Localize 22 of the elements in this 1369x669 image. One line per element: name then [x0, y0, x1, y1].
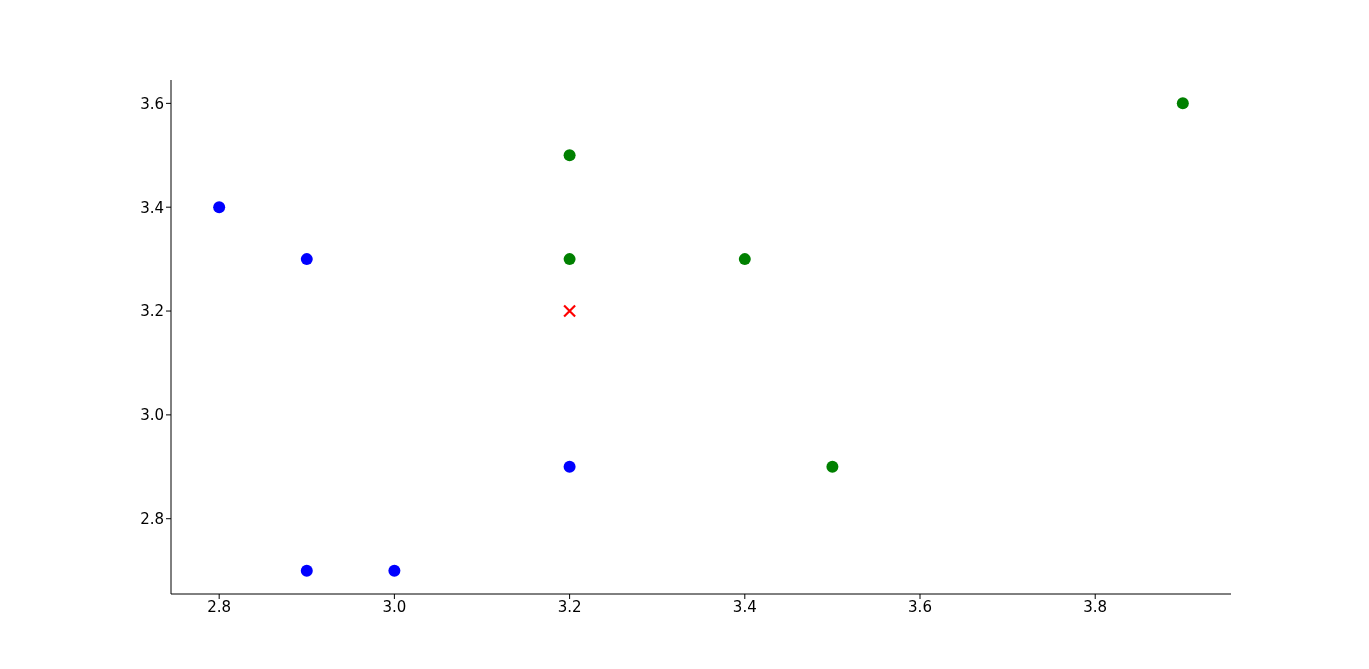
point [826, 460, 839, 473]
y-tick-label: 3.2 [140, 302, 164, 321]
y-tick-label: 3.4 [140, 198, 164, 217]
point [300, 253, 313, 266]
point [388, 564, 401, 577]
point [300, 564, 313, 577]
point [563, 253, 576, 266]
y-tick-label: 3.6 [140, 94, 164, 113]
x-tick-label: 3.0 [382, 597, 407, 616]
point [563, 304, 577, 318]
point [563, 460, 576, 473]
x-tick-label: 3.2 [557, 597, 582, 616]
x-tick-label: 3.4 [732, 597, 757, 616]
point [738, 253, 751, 266]
x-tick-label: 3.8 [1083, 597, 1108, 616]
point [1176, 97, 1189, 110]
point [213, 201, 226, 214]
x-tick-label: 2.8 [207, 597, 232, 616]
x-tick-label: 3.6 [908, 597, 932, 616]
point [563, 149, 576, 162]
y-tick-label: 2.8 [140, 510, 164, 529]
y-tick-label: 3.0 [140, 406, 164, 425]
